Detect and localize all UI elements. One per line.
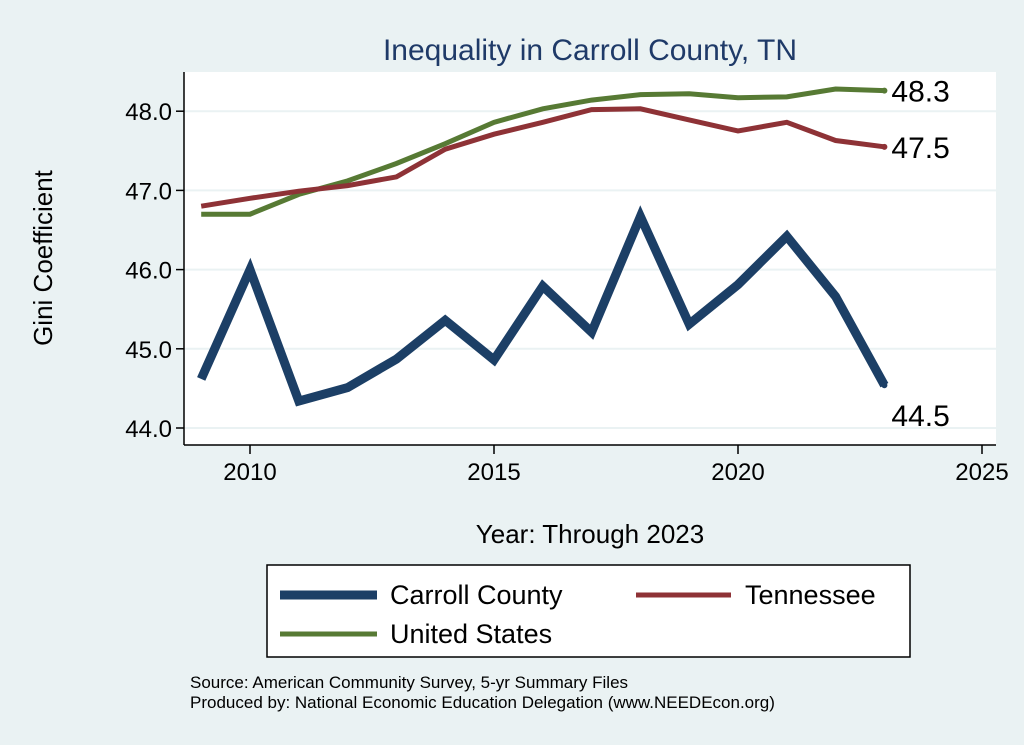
end-point bbox=[881, 87, 888, 94]
end-labels: 48.3 47.5 44.5 bbox=[891, 76, 949, 434]
legend-label: Tennessee bbox=[745, 580, 876, 610]
x-tick-label: 2015 bbox=[467, 459, 520, 486]
legend-box bbox=[266, 564, 911, 658]
legend-label: Carroll County bbox=[390, 580, 563, 610]
series-line-tennessee bbox=[200, 106, 885, 209]
y-tick-label: 48.0 bbox=[125, 99, 172, 126]
x-axis-label: Year: Through 2023 bbox=[476, 519, 704, 549]
y-tick-label: 46.0 bbox=[125, 258, 172, 285]
end-label-tennessee: 47.5 bbox=[891, 132, 949, 165]
series-lines bbox=[197, 86, 889, 407]
plot-area bbox=[184, 72, 996, 445]
x-tick-label: 2025 bbox=[955, 459, 1008, 486]
end-label-united-states: 48.3 bbox=[891, 76, 949, 109]
y-tick-label: 44.0 bbox=[125, 416, 172, 443]
legend: Carroll County Tennessee United States bbox=[280, 580, 876, 649]
x-tick-label: 2010 bbox=[223, 459, 276, 486]
x-tick-label: 2020 bbox=[711, 459, 764, 486]
producer-line: Produced by: National Economic Education… bbox=[190, 693, 775, 712]
y-axis-label: Gini Coefficient bbox=[28, 169, 58, 346]
chart-title: Inequality in Carroll County, TN bbox=[383, 34, 797, 67]
source-line: Source: American Community Survey, 5-yr … bbox=[190, 673, 628, 692]
end-point bbox=[881, 382, 888, 389]
y-tick-label: 45.0 bbox=[125, 337, 172, 364]
legend-label: United States bbox=[390, 619, 552, 649]
end-label-carroll-county: 44.5 bbox=[891, 400, 949, 433]
y-tick-label: 47.0 bbox=[125, 178, 172, 205]
end-point bbox=[881, 143, 888, 150]
axes: 44.0 45.0 46.0 47.0 48.0 2010 2015 2020 2025 bbox=[125, 72, 1009, 486]
series-line-carroll-county bbox=[197, 205, 889, 407]
